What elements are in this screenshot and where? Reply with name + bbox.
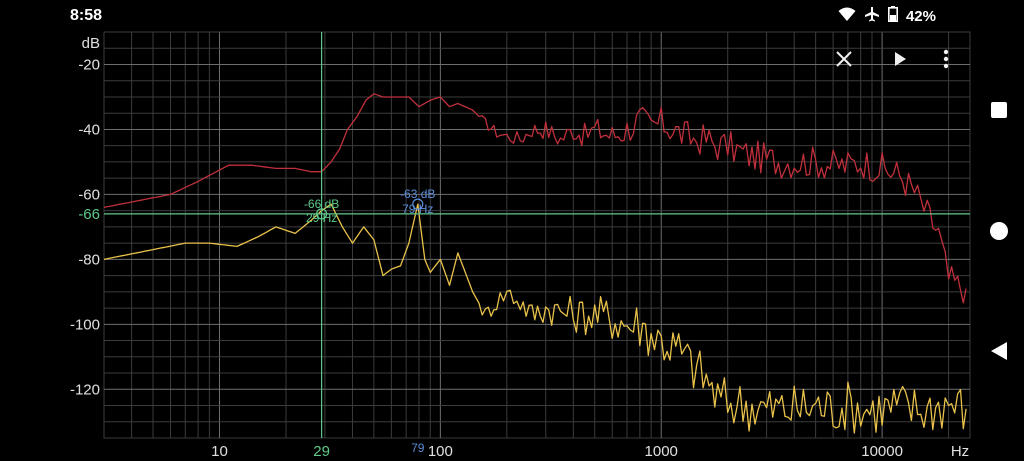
x-tick-label: 10 xyxy=(211,443,228,460)
cursor-x-label: 29 xyxy=(313,443,330,460)
peak-readout-db: -63 dB xyxy=(400,187,435,201)
plot-frame xyxy=(103,31,971,439)
battery-percent: 42% xyxy=(905,8,936,25)
y-tick-label: -120 xyxy=(70,381,100,398)
status-icons: 42% xyxy=(838,6,936,27)
x-tick-label: 100 xyxy=(428,443,453,460)
cursor-readout-hz: 29 Hz xyxy=(306,211,337,225)
home-circle-icon[interactable] xyxy=(984,216,1014,246)
wifi-icon xyxy=(838,6,856,27)
airplane-icon xyxy=(864,6,880,27)
y-tick-label: -20 xyxy=(78,56,100,73)
status-time: 8:58 xyxy=(70,7,103,24)
status-bar: 8:58 42% xyxy=(0,0,1024,32)
cursor-y-label: -66 xyxy=(78,206,100,223)
peak-readout-hz: 79 Hz xyxy=(402,202,433,216)
x-tick-label: 10000 xyxy=(861,443,903,460)
battery-icon xyxy=(887,6,898,27)
spectrum-line-red xyxy=(103,93,967,304)
back-triangle-icon[interactable] xyxy=(984,336,1014,366)
x-tick-label: 1000 xyxy=(645,443,678,460)
play-icon[interactable] xyxy=(884,44,916,74)
spectrum-line-yellow xyxy=(103,203,967,434)
y-tick-label: -80 xyxy=(78,251,100,268)
y-tick-label: -40 xyxy=(78,121,100,138)
cursor-marker xyxy=(316,208,328,220)
peak-marker xyxy=(412,198,424,210)
more-vert-icon[interactable] xyxy=(930,44,962,74)
y-tick-label: -100 xyxy=(70,316,100,333)
y-axis-unit: dB xyxy=(82,35,100,52)
y-tick-label: -60 xyxy=(78,186,100,203)
navigation-bar xyxy=(974,0,1024,461)
x-axis-unit: Hz xyxy=(951,443,969,460)
recents-square-icon[interactable] xyxy=(984,95,1014,125)
close-icon[interactable] xyxy=(828,44,860,74)
cursor-readout-db: -66 dB xyxy=(304,197,339,211)
peak-x-label: 79 xyxy=(411,441,425,455)
